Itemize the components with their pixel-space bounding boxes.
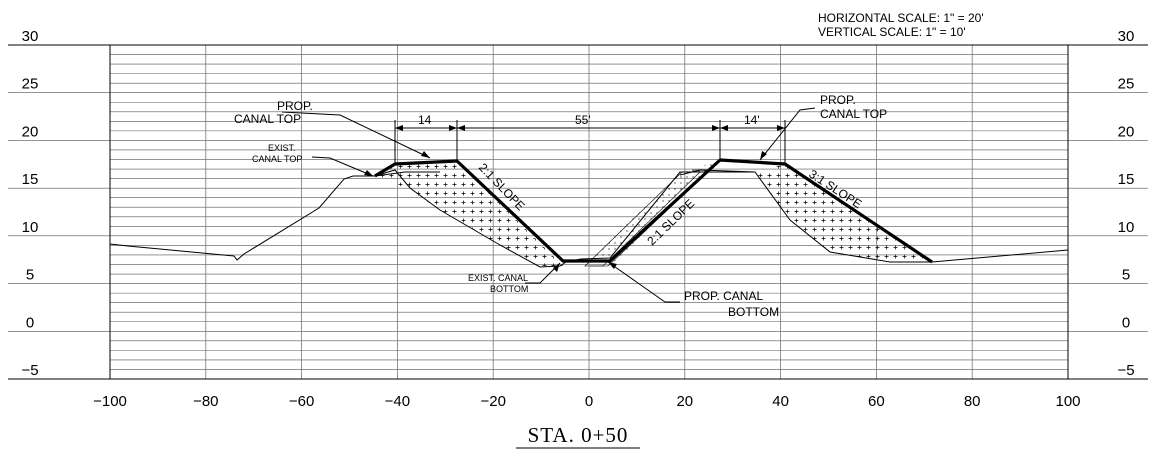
station-offset-labels: −100 −80 −60 −40 −20 0 20 40 60 80 100	[93, 393, 1080, 410]
existing-inner-left	[374, 171, 440, 177]
elevation-label-right: 25	[1118, 76, 1135, 93]
elevation-label-right: 0	[1122, 314, 1130, 331]
elevation-label-right: 15	[1118, 171, 1135, 188]
dimension-label-left: 14	[418, 113, 432, 127]
elevation-label-left: 25	[22, 76, 39, 93]
vertical-grid-lines	[205, 45, 973, 379]
elevation-label-right: 30	[1118, 28, 1135, 45]
elevation-label-left: 10	[22, 219, 39, 236]
offset-tick-label: −60	[289, 393, 314, 410]
station-title: STA. 0+50	[528, 423, 629, 447]
exist-canal-bottom-line2: BOTTOM	[490, 284, 528, 294]
elevation-label-left: 15	[22, 171, 39, 188]
horizontal-grid-lines	[8, 54, 1148, 370]
offset-tick-label: 40	[772, 393, 789, 410]
exist-canal-bottom-line1: EXIST. CANAL	[468, 273, 528, 283]
offset-tick-label: −100	[93, 393, 127, 410]
left-elevation-labels: 30 25 20 15 10 5 0 −5	[21, 28, 38, 379]
elevation-label-right: 20	[1118, 123, 1135, 140]
right-elevation-labels: 30 25 20 15 10 5 0 −5	[1117, 28, 1134, 379]
offset-tick-label: 0	[585, 393, 593, 410]
offset-tick-label: −20	[480, 393, 505, 410]
offset-tick-label: 100	[1055, 393, 1080, 410]
offset-tick-label: 60	[868, 393, 885, 410]
elevation-label-right: 10	[1118, 219, 1135, 236]
offset-tick-label: 20	[676, 393, 693, 410]
offset-tick-label: −40	[385, 393, 410, 410]
exist-canal-top-line1: EXIST.	[268, 143, 296, 153]
prop-canal-top-left-line2: CANAL TOP	[234, 112, 301, 126]
elevation-label-right: −5	[1117, 362, 1134, 379]
elevation-label-left: 0	[26, 314, 34, 331]
left-fill-hatch	[375, 161, 563, 266]
existing-inner-right	[679, 169, 756, 176]
elevation-label-left: −5	[21, 362, 38, 379]
center-fill-hatch	[581, 160, 720, 266]
dimension-lines	[394, 120, 786, 164]
prop-canal-top-right-line2: CANAL TOP	[820, 107, 887, 121]
offset-tick-label: −80	[193, 393, 218, 410]
elevation-label-left: 30	[22, 28, 39, 45]
proposed-canal-section	[374, 158, 933, 264]
exist-canal-top-line2: CANAL TOP	[252, 154, 302, 164]
elevation-label-left: 5	[26, 267, 34, 284]
right-fill-hatch	[755, 164, 932, 262]
elevation-label-right: 5	[1122, 267, 1130, 284]
prop-canal-top-left-line1: PROP.	[277, 99, 313, 113]
prop-canal-top-right-line1: PROP.	[820, 93, 856, 107]
horizontal-scale-note: HORIZONTAL SCALE: 1" = 20'	[818, 11, 984, 25]
dimension-label-right: 14'	[744, 113, 760, 127]
leader-lines	[281, 107, 816, 303]
prop-canal-bottom-line1: PROP. CANAL	[684, 289, 763, 303]
offset-tick-label: 80	[964, 393, 981, 410]
dimension-label-center: 55'	[575, 113, 591, 127]
prop-canal-bottom-line2: BOTTOM	[728, 305, 779, 319]
existing-ground-line	[109, 169, 1069, 268]
vertical-scale-note: VERTICAL SCALE: 1" = 10'	[818, 25, 966, 39]
elevation-label-left: 20	[22, 123, 39, 140]
